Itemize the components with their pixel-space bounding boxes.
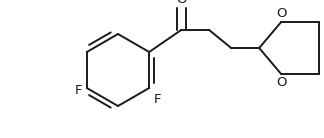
Text: O: O (276, 7, 286, 20)
Text: O: O (276, 76, 286, 89)
Text: O: O (176, 0, 186, 6)
Text: F: F (74, 83, 82, 96)
Text: F: F (154, 93, 162, 106)
